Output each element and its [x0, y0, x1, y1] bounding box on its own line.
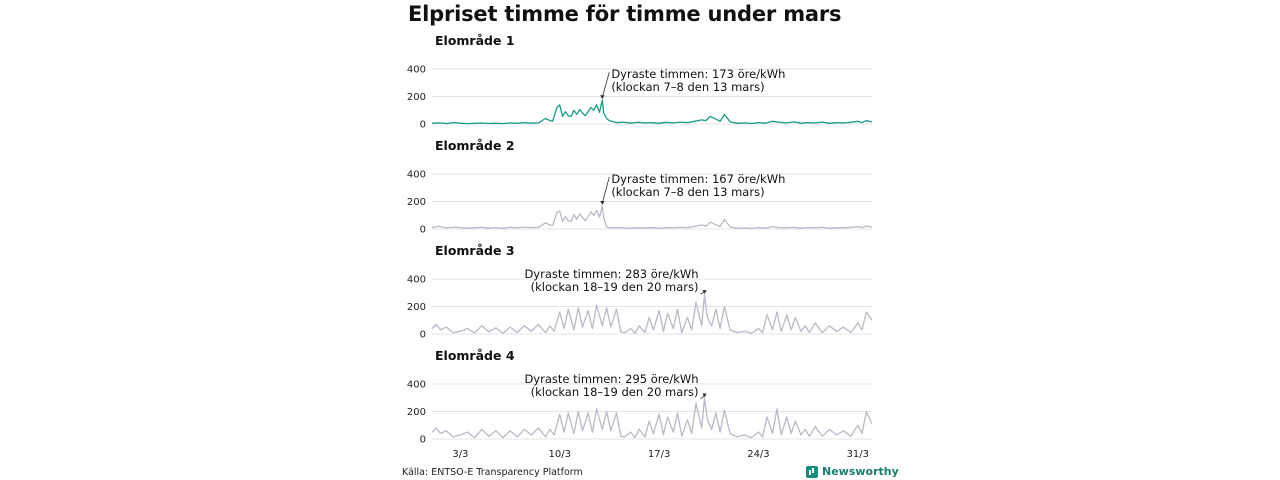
annotation-line-2: (klockan 7–8 den 13 mars) [611, 80, 764, 94]
y-tick-label: 0 [420, 120, 426, 131]
y-tick-label: 400 [407, 380, 426, 391]
series-line [431, 397, 873, 439]
annotation-line-1: Dyraste timmen: 295 öre/kWh [524, 372, 698, 386]
annotation-arrowhead [600, 95, 605, 100]
series-line [431, 205, 873, 230]
panel-1: 0 200 400 Dyraste timmen: 173 öre/kWh(klock… [407, 65, 873, 131]
panel-title-4: Elområde 4 [435, 348, 515, 363]
series-line [431, 294, 873, 334]
x-tick-label: 31/3 [847, 449, 869, 460]
newsworthy-icon [806, 465, 818, 478]
annotation-arrowhead [702, 393, 707, 398]
annotation-line-2: (klockan 18–19 den 20 mars) [531, 280, 699, 294]
annotation-arrowhead [600, 201, 605, 206]
y-tick-label: 0 [420, 435, 426, 446]
chart-title: Elpriset timme för timme under mars [408, 2, 842, 26]
annotation-leader [601, 176, 610, 204]
annotation-leader [601, 71, 610, 98]
annotation-line-2: (klockan 7–8 den 13 mars) [611, 185, 764, 199]
y-tick-label: 400 [407, 170, 426, 181]
brand-name: Newsworthy [822, 465, 899, 478]
y-tick-label: 0 [420, 225, 426, 236]
x-tick-label: 10/3 [549, 449, 571, 460]
x-tick-label: 3/3 [452, 449, 468, 460]
panel-4: 0 200 400 Dyraste timmen: 295 öre/kWh(klock… [407, 372, 873, 446]
y-tick-label: 0 [420, 330, 426, 341]
y-tick-label: 400 [407, 65, 426, 76]
y-tick-label: 200 [407, 302, 426, 313]
annotation-line-2: (klockan 18–19 den 20 mars) [531, 385, 699, 399]
annotation-line-1: Dyraste timmen: 283 öre/kWh [524, 267, 698, 281]
y-tick-label: 400 [407, 275, 426, 286]
annotation-line-1: Dyraste timmen: 167 öre/kWh [611, 172, 785, 186]
panel-3: 0 200 400 Dyraste timmen: 283 öre/kWh(klock… [407, 267, 873, 341]
panel-title-3: Elområde 3 [435, 243, 515, 258]
x-tick-label: 24/3 [747, 449, 769, 460]
annotation-line-1: Dyraste timmen: 173 öre/kWh [611, 67, 785, 81]
annotation-arrowhead [702, 290, 707, 295]
panel-2: 0 200 400 Dyraste timmen: 167 öre/kWh(klock… [407, 170, 873, 236]
series-line [431, 99, 873, 125]
y-tick-label: 200 [407, 197, 426, 208]
y-tick-label: 200 [407, 92, 426, 103]
source-note: Källa: ENTSO-E Transparency Platform [402, 467, 583, 478]
brand-logo: Newsworthy [806, 465, 899, 478]
y-tick-label: 200 [407, 407, 426, 418]
panel-title-2: Elområde 2 [435, 138, 515, 153]
x-tick-label: 17/3 [648, 449, 670, 460]
panel-title-1: Elområde 1 [435, 33, 515, 48]
